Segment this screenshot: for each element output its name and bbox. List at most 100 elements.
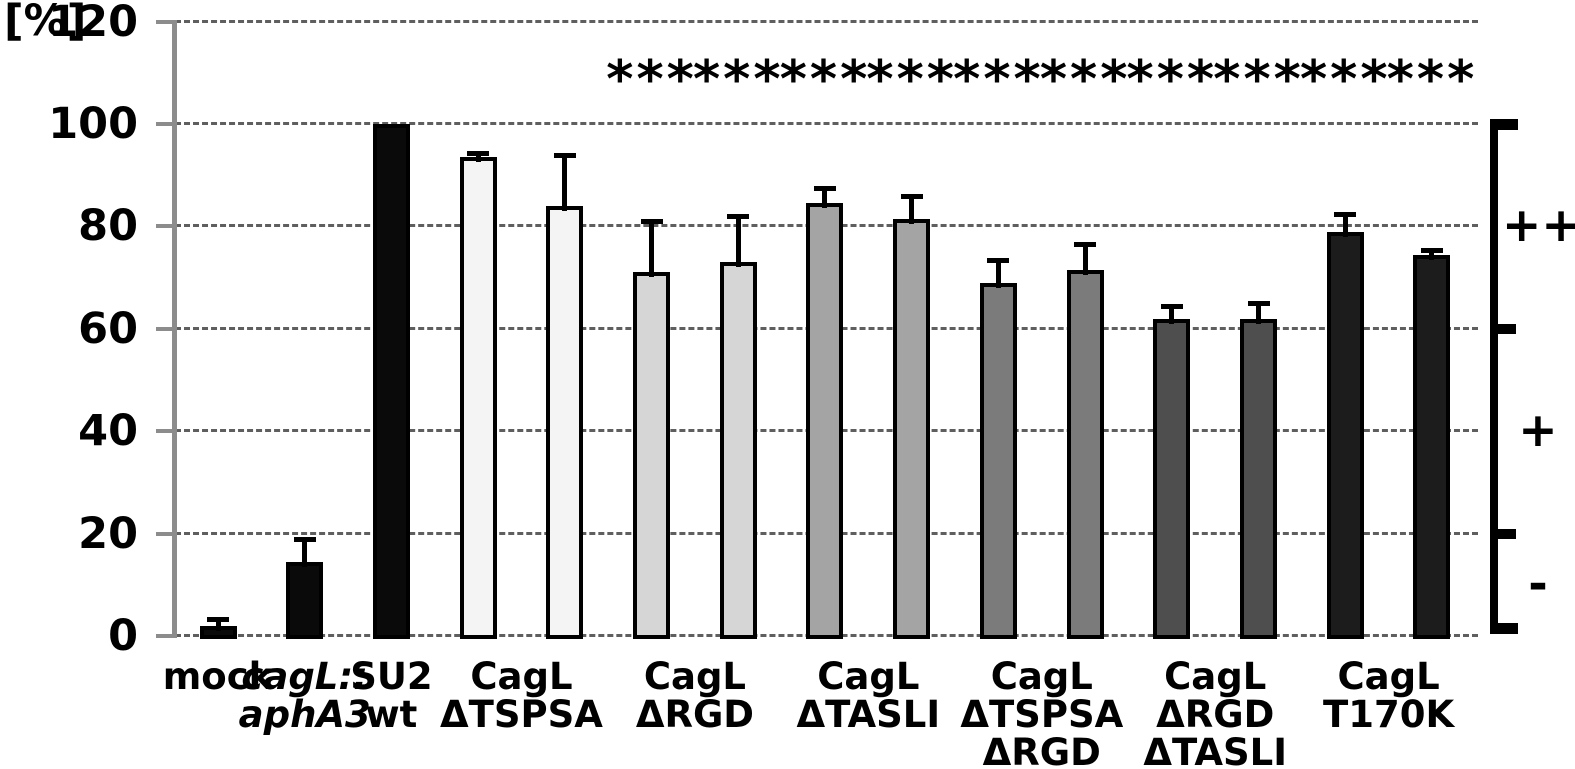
error-bar-cap [293,536,316,542]
y-axis-tick [156,429,176,434]
bar [1326,231,1364,639]
bar [1413,254,1451,639]
bar [459,157,497,639]
y-axis-tick [156,326,176,331]
significance-marker: *** [692,50,784,110]
x-axis-group-label: cagL:: aphA3 [195,658,415,734]
significance-marker: *** [866,50,957,110]
error-bar-whisker [1082,244,1088,275]
bar [1153,318,1191,639]
bracket-tick [1490,528,1516,539]
significance-marker: *** [779,50,871,110]
bracket-segment-label: ++ [1502,198,1575,254]
error-bar-cap [553,152,576,158]
x-axis-label-line: aphA3 [238,693,371,736]
error-bar-cap [467,151,490,157]
gridline [175,122,1478,125]
bar [893,218,931,639]
y-axis-tick [156,634,176,638]
error-bar-cap [900,193,923,199]
error-bar-whisker [822,188,828,209]
bracket-tick [1490,323,1516,334]
bracket-cap-bottom [1490,623,1518,634]
bar [979,282,1017,639]
error-bar-whisker [1342,213,1348,237]
y-axis-tick [156,122,176,126]
x-axis-label-line: CagL [1337,655,1440,698]
error-bar-cap [813,186,836,191]
error-bar-whisker [995,259,1001,288]
x-axis-label-line: SU2 [350,655,433,698]
error-bar-whisker [1429,250,1435,260]
error-bar-whisker [909,195,915,224]
significance-marker: *** [1213,50,1304,110]
y-tick-label: 100 [48,99,138,149]
x-axis-group-label: CagL ΔTASLI [758,658,978,734]
bar [546,205,584,639]
error-bar-whisker [302,538,308,567]
x-axis-group-label: mock [108,658,328,696]
x-axis-label-line: ΔRGD [982,731,1101,769]
bar [372,124,410,639]
y-axis-unit-label: [%] [4,0,87,46]
error-bar-cap [1074,242,1097,248]
error-bar-whisker [735,216,741,268]
x-axis-label-line: ΔTASLI [1143,731,1288,769]
bracket-line [1490,119,1498,634]
x-axis-label-line: CagL [643,655,747,698]
significance-marker: *** [606,50,697,110]
error-bar-cap [987,257,1010,263]
y-axis-line [172,20,177,638]
bracket-segment-label: - [1528,556,1548,612]
error-bar-whisker [1256,303,1262,324]
significance-marker: *** [1386,50,1478,110]
bar [1240,318,1278,639]
error-bar-cap [1160,303,1183,309]
y-tick-label: 20 [78,508,138,559]
significance-marker: *** [1299,50,1391,110]
x-axis-label-line: wt [365,693,418,736]
x-axis-label-line: ΔRGD [635,693,755,736]
x-axis-group-label: CagL ΔRGD ΔTASLI [1105,658,1325,769]
y-axis-tick [156,19,176,24]
error-bar-cap [207,616,229,622]
bar [1066,269,1104,639]
y-tick-label: 0 [108,611,138,661]
bracket-cap-top [1490,119,1518,130]
error-bar-cap [1420,248,1443,254]
error-bar-whisker [1169,305,1175,324]
bar [719,262,757,639]
bar [633,272,671,639]
error-bar-cap [640,219,663,225]
gridline [175,19,1478,23]
x-axis-label-line: mock [162,655,274,698]
significance-marker: *** [953,50,1044,110]
bar [286,561,324,639]
error-bar-cap [1334,211,1357,217]
x-axis-label-line: CagL [470,655,573,698]
error-bar-cap [1247,301,1270,307]
x-axis-label-line: ΔRGD [1156,693,1275,736]
x-axis-group-label: CagL ΔTSPSA [411,658,631,734]
x-axis-label-line: ΔTSPSA [960,693,1124,736]
error-bar-whisker [215,618,221,631]
bar [806,203,844,639]
x-axis-label-line: CagL [990,655,1093,698]
error-bar-whisker [562,154,568,211]
x-axis-group-label: CagL ΔTSPSA ΔRGD [932,658,1152,769]
y-axis-tick [156,531,176,536]
error-bar-whisker [475,153,481,163]
x-axis-group-label: SU2 wt [281,658,501,734]
significance-marker: *** [1126,50,1218,110]
error-bar-whisker [649,221,655,278]
x-axis-label-line: T170K [1323,693,1455,736]
x-axis-group-label: CagL ΔRGD [585,658,805,734]
y-axis-tick [156,224,176,229]
x-axis-label-line: CagL [817,655,920,698]
error-bar-cap [727,214,750,220]
y-tick-label: 80 [78,201,138,252]
significance-marker: *** [1039,50,1131,110]
y-tick-label: 60 [78,303,138,354]
